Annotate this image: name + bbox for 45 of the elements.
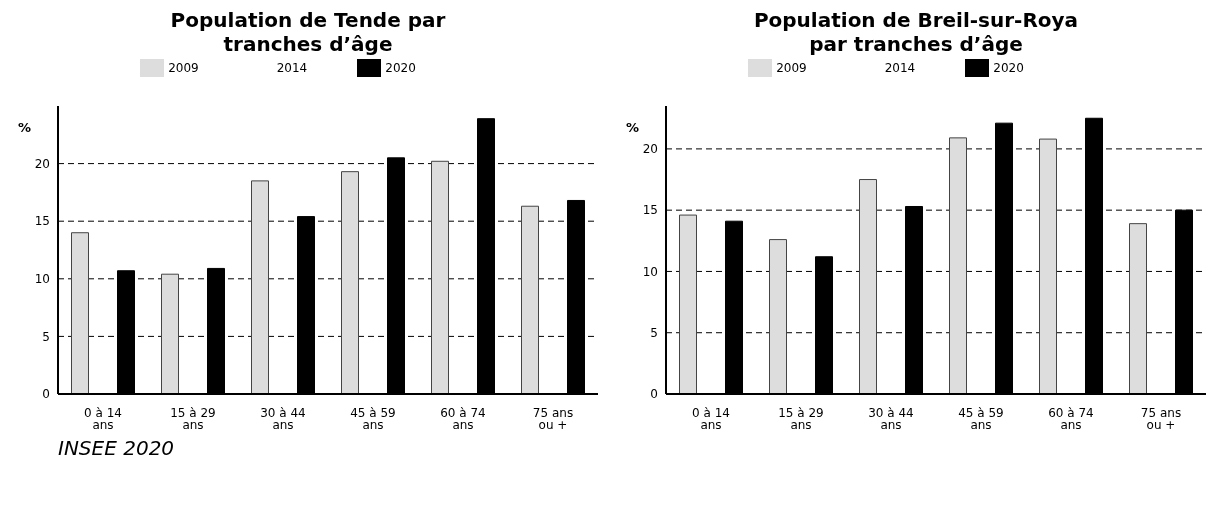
bar: [521, 205, 539, 394]
legend-label: 2009: [776, 60, 807, 75]
chart-title: Population de Breil-sur-Roya par tranches d’âge: [752, 8, 1080, 56]
bar: [341, 171, 359, 394]
y-axis-title: %: [18, 120, 32, 135]
y-tick-label: 10: [642, 264, 658, 279]
y-tick-label: 15: [34, 214, 50, 229]
y-axis-title: %: [626, 120, 640, 135]
x-tick-label: 75 ans ou +: [1140, 405, 1182, 432]
y-tick-label: 5: [650, 325, 658, 340]
x-tick-label: 30 à 44 ans: [868, 405, 914, 432]
bar: [859, 179, 877, 394]
y-tick-label: 0: [650, 387, 658, 402]
y-tick-label: 20: [642, 142, 658, 157]
legend-label: 2020: [993, 60, 1024, 75]
y-tick-label: 20: [34, 156, 50, 171]
y-tick-label: 10: [34, 272, 50, 287]
text: 2014: [276, 60, 308, 75]
bar: [769, 239, 787, 394]
text: INSEE 2020: [58, 436, 176, 460]
bar: [1129, 223, 1147, 394]
y-tick-label: 15: [642, 203, 658, 218]
bar: [1039, 138, 1057, 394]
bar: [431, 160, 449, 394]
legend-label: 2020: [385, 60, 416, 75]
y-tick-label: 5: [42, 329, 50, 344]
x-tick-label: 45 à 59 ans: [350, 405, 396, 432]
bar: [949, 137, 967, 394]
x-tick-label: 75 ans ou +: [532, 405, 574, 432]
x-tick-label: 15 à 29 ans: [170, 405, 216, 432]
bar: [251, 180, 269, 394]
x-tick-label: 0 à 14 ans: [692, 405, 730, 432]
y-tick-label: 0: [42, 387, 50, 402]
x-tick-label: 60 à 74 ans: [1048, 405, 1094, 432]
chart-title: Population de Tende par tranches d’âge: [169, 8, 447, 56]
bar: [71, 232, 89, 394]
bar: [679, 214, 697, 394]
x-tick-label: 45 à 59 ans: [958, 405, 1004, 432]
x-tick-label: 0 à 14 ans: [84, 405, 122, 432]
bar: [161, 273, 179, 394]
x-tick-label: 30 à 44 ans: [260, 405, 306, 432]
x-tick-label: 15 à 29 ans: [778, 405, 824, 432]
text: 2014: [884, 60, 916, 75]
legend-label: 2009: [168, 60, 199, 75]
x-tick-label: 60 à 74 ans: [440, 405, 486, 432]
